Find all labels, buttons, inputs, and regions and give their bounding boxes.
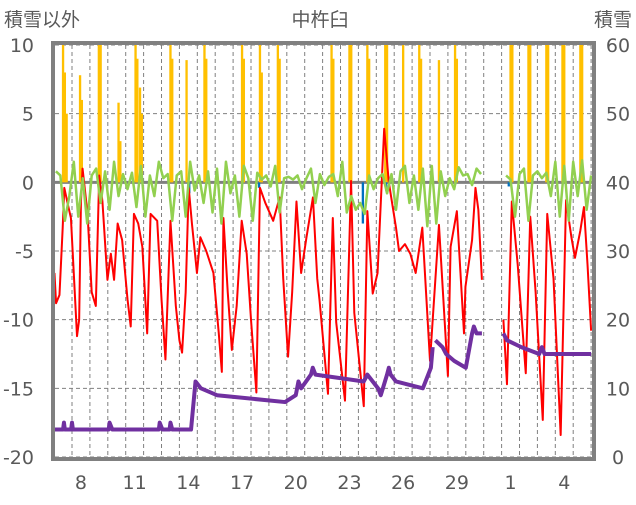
precip-bar <box>171 58 174 183</box>
precip-bar <box>350 45 353 183</box>
precip-bar <box>348 45 351 183</box>
precip-bar <box>527 45 530 183</box>
precip-bar <box>579 45 582 183</box>
x-tick-label: 26 <box>391 472 415 494</box>
y-left-tick-label: -10 <box>3 310 34 332</box>
x-tick-label: 1 <box>505 472 517 494</box>
precip-bar <box>545 45 548 183</box>
precip-bar <box>242 58 246 183</box>
precip-bar <box>509 45 512 183</box>
y-left-tick-label: -5 <box>15 241 34 263</box>
x-tick-label: 14 <box>176 472 200 494</box>
y-left-tick-label: 10 <box>10 35 34 57</box>
bar-series <box>61 45 584 224</box>
blue-bar <box>361 182 365 224</box>
precip-bar <box>61 45 65 183</box>
x-tick-label: 17 <box>230 472 254 494</box>
precip-bar <box>117 102 120 183</box>
x-tick-label: 23 <box>337 472 361 494</box>
left-axis-title: 積雪以外 <box>4 9 80 31</box>
y-left-tick-label: 5 <box>22 104 34 126</box>
precip-bar <box>418 45 421 183</box>
y-right-tick-label: 60 <box>606 35 630 57</box>
precip-bar <box>437 60 441 183</box>
precip-bar <box>366 45 369 183</box>
y-right-tick-label: 30 <box>606 241 630 263</box>
precip-bar <box>78 75 82 183</box>
tick-labels: 10 605 500 40-5 30-10 20-15 10-20 08 11 14 17 20 23 2… <box>3 35 630 494</box>
snow-depth-line <box>433 324 482 370</box>
x-tick-label: 4 <box>558 472 570 494</box>
temperature-line <box>502 199 593 437</box>
precip-bar <box>65 113 68 183</box>
y-right-tick-label: 0 <box>612 447 624 469</box>
precip-bar <box>63 72 67 183</box>
precip-bar <box>203 45 206 183</box>
precip-bar <box>138 87 142 183</box>
precip-bar <box>419 58 423 183</box>
snow-depth-line <box>501 332 592 356</box>
y-left-tick-label: 0 <box>22 172 34 194</box>
precip-bar <box>240 45 244 183</box>
precip-bar <box>401 45 405 183</box>
y-right-tick-label: 20 <box>606 310 630 332</box>
precip-bar <box>367 58 371 183</box>
precip-bar <box>260 72 263 183</box>
blue-bar <box>257 182 261 188</box>
x-tick-label: 8 <box>75 472 87 494</box>
y-right-tick-label: 50 <box>606 104 630 126</box>
precip-bar <box>140 113 143 183</box>
line-series <box>53 127 593 437</box>
precip-bar <box>384 45 387 183</box>
precip-bar <box>119 141 122 183</box>
precip-bar <box>385 45 389 183</box>
precip-bar <box>97 45 101 183</box>
blue-bar <box>507 182 510 187</box>
precip-bar <box>258 45 262 183</box>
precip-bar <box>134 45 137 183</box>
y-left-tick-label: -15 <box>3 378 34 400</box>
precip-bar <box>205 58 208 183</box>
y-right-tick-label: 40 <box>606 172 630 194</box>
x-tick-label: 11 <box>123 472 147 494</box>
precip-bar <box>169 45 172 183</box>
precip-bar <box>563 45 566 183</box>
precip-bar <box>276 45 280 183</box>
precip-bar <box>529 45 532 183</box>
precip-bar <box>332 58 335 183</box>
temperature-line <box>53 127 483 408</box>
green-line <box>505 159 593 223</box>
precip-bar <box>99 45 102 183</box>
precip-bar <box>455 58 459 183</box>
precip-bar <box>278 58 281 183</box>
precip-bar <box>330 45 333 183</box>
green-line <box>55 160 482 228</box>
precip-bar <box>561 45 564 183</box>
y-right-tick-label: 10 <box>606 378 630 400</box>
precip-bar <box>580 45 584 183</box>
precip-bar <box>185 60 188 183</box>
x-tick-label: 20 <box>284 472 308 494</box>
precip-bar <box>80 99 84 183</box>
chart-title: 中杵臼 <box>291 9 348 31</box>
right-axis-title: 積雪 <box>594 9 632 31</box>
precip-bar <box>546 45 550 183</box>
y-left-tick-label: -20 <box>3 447 34 469</box>
precip-bar <box>453 45 457 183</box>
plot-frame <box>51 41 596 461</box>
precip-bar <box>511 45 514 183</box>
snow-depth-line <box>55 346 435 432</box>
precip-bar <box>136 58 139 183</box>
x-tick-label: 29 <box>445 472 469 494</box>
